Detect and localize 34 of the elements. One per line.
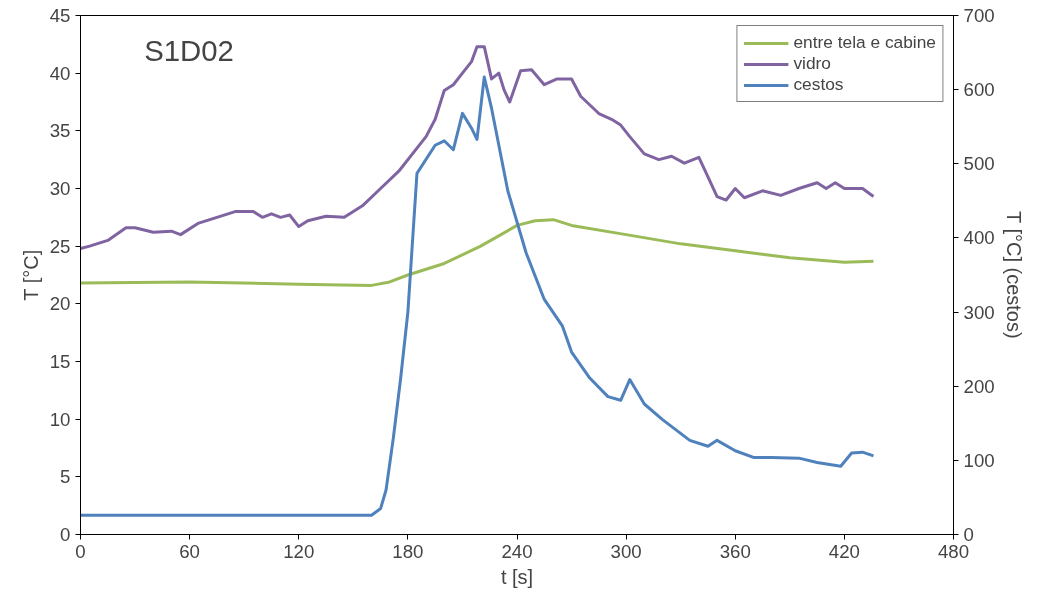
y2-tick-label: 600 (963, 79, 995, 101)
y2-axis-title: T [°C] (cestos) (1002, 211, 1025, 339)
line-series (80, 218, 875, 287)
x-tick-label: 300 (610, 540, 642, 562)
y2-tick-label: 700 (963, 5, 995, 26)
y-tick-label: 10 (49, 408, 71, 430)
legend-label: vidro (793, 53, 831, 74)
y-tick-label: 15 (49, 351, 71, 372)
x-tick-label: 60 (179, 540, 201, 562)
y2-tick-label: 300 (963, 301, 995, 323)
y-tick-label: 45 (49, 5, 71, 26)
y2-tick-label: 100 (963, 449, 995, 471)
x-axis-title: t [s] (500, 565, 534, 588)
y-tick-label: 0 (60, 524, 71, 545)
legend-label: entre tela e cabine (793, 32, 936, 53)
text: S1D02 (144, 34, 234, 68)
y-tick-label: 35 (49, 120, 71, 142)
legend-label: cestos (793, 74, 844, 95)
x-tick-label: 180 (392, 540, 424, 562)
x-tick-label: 360 (719, 540, 751, 562)
x-tick-label: 240 (501, 540, 533, 562)
y-tick-label: 5 (60, 466, 71, 488)
x-tick-label: 420 (828, 540, 860, 562)
y-tick-label: 40 (49, 62, 71, 84)
x-tick-label: 120 (283, 540, 315, 562)
line-series (80, 75, 875, 517)
y2-tick-label: 400 (963, 227, 995, 249)
y-axis-title: T [°C] (19, 249, 42, 301)
y2-tick-label: 200 (963, 375, 995, 397)
y-tick-label: 20 (49, 293, 71, 315)
x-tick-label: 0 (75, 540, 86, 562)
y-tick-label: 30 (49, 178, 71, 199)
y2-tick-label: 500 (963, 153, 995, 175)
y-tick-label: 25 (49, 235, 71, 257)
